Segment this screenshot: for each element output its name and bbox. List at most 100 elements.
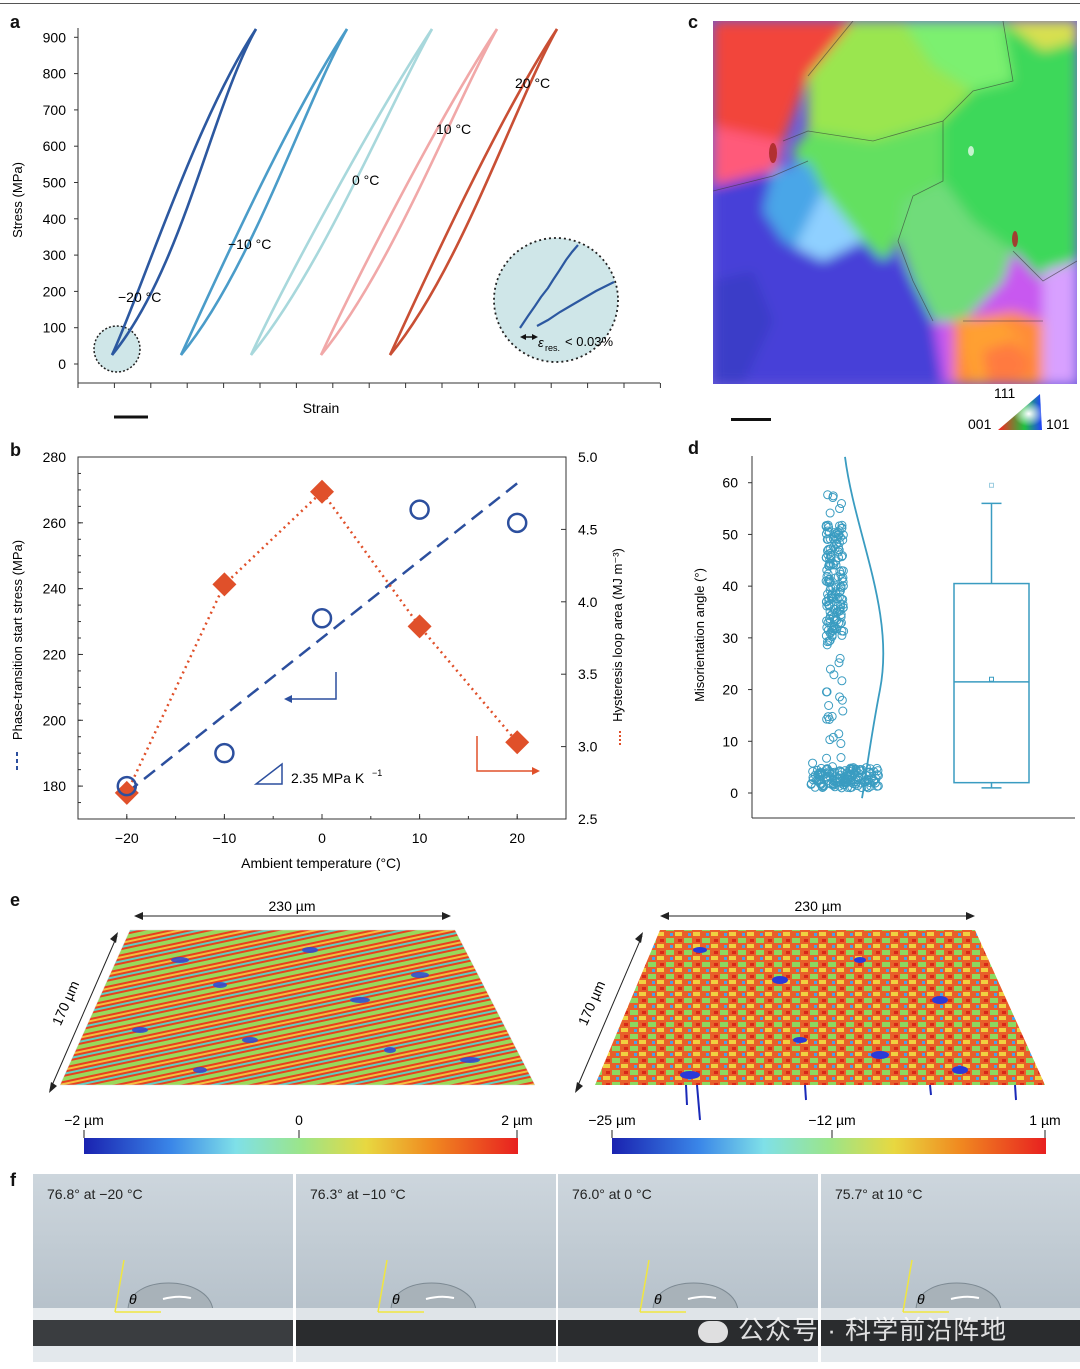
d-ytick-label: 30 (722, 630, 738, 646)
d-point (822, 764, 832, 774)
d-ylabel: Misorientation angle (°) (692, 568, 707, 702)
inset-label: < 0.03% (565, 334, 614, 349)
d-point (837, 520, 847, 530)
d-point (826, 593, 836, 603)
b-xtick-label: −20 (115, 830, 139, 846)
b-ytick-label: 220 (43, 646, 67, 662)
d-point (833, 572, 843, 582)
inset-eps-sub: res. (545, 343, 560, 353)
d-point (857, 783, 867, 793)
b-arrow-right (476, 736, 536, 772)
d-point (831, 556, 841, 566)
ipf-101: 101 (1046, 416, 1070, 432)
top-rule (0, 3, 1080, 4)
d-point (825, 766, 835, 776)
d-point (829, 779, 839, 789)
a-ytick-label: 100 (43, 320, 67, 336)
d-ytick-label: 50 (722, 526, 738, 542)
d-point (816, 763, 826, 773)
d-point (822, 753, 832, 763)
d-point (830, 767, 840, 777)
d-point (822, 687, 832, 697)
panel-a-stress-strain: Stress (MPa) 0 100 200 300 400 500 600 700 800 90… (10, 28, 661, 419)
theta-label: θ (392, 1291, 400, 1307)
curve-unloading-3 (319, 28, 499, 356)
contact-angle-photo-1: θ 76.3° at −10 °C (296, 1174, 556, 1362)
d-point (827, 622, 837, 632)
d-point (821, 520, 831, 530)
theta-label: θ (654, 1291, 662, 1307)
panel-letter-b: b (10, 440, 21, 460)
curve-loading-3 (319, 28, 499, 356)
a-ytick-label: 600 (43, 138, 67, 154)
wechat-icon (698, 1321, 728, 1344)
d-point (832, 615, 842, 625)
d-point (837, 695, 847, 705)
droplet-image: θ (296, 1174, 556, 1362)
d-point (841, 778, 851, 788)
curve-label-10: 10 °C (436, 121, 471, 137)
d-point (838, 530, 848, 540)
b-xtick-label: −10 (213, 830, 237, 846)
right-width-label: 230 µm (795, 898, 842, 914)
inset-eps: ε (538, 335, 544, 350)
d-point (828, 491, 838, 501)
d-point (822, 714, 832, 724)
b-xtick-label: 10 (412, 830, 428, 846)
d-point (825, 611, 835, 621)
photo-caption: 75.7° at 10 °C (835, 1186, 923, 1202)
b-ytick-label: 200 (43, 712, 67, 728)
d-point (835, 692, 845, 702)
b-y2tick-label: 5.0 (578, 449, 598, 465)
d-point (838, 706, 848, 716)
b-circle-point (409, 499, 430, 520)
b-slope-triangle (253, 762, 283, 785)
colorbar-left-mid: 0 (295, 1112, 303, 1128)
a-ytick-label: 0 (58, 356, 66, 372)
d-point (806, 779, 816, 789)
a-ytick-label: 700 (43, 102, 67, 118)
d-point (873, 771, 883, 781)
d-point (836, 753, 846, 763)
d-point (816, 778, 826, 788)
b-xtick-label: 0 (318, 830, 326, 846)
d-point (837, 626, 847, 636)
d-point (814, 769, 824, 779)
d-point (827, 711, 837, 721)
b-circle-point (311, 608, 333, 629)
b-slope-sup: −1 (372, 768, 382, 778)
photo-caption: 76.0° at 0 °C (572, 1186, 652, 1202)
panel-letter-a: a (10, 12, 21, 32)
curve-unloading-0 (110, 28, 258, 356)
a-ytick-label: 800 (43, 66, 67, 82)
d-point (862, 782, 872, 792)
panel-c-ipf-key: 111 001 101 (968, 385, 1070, 432)
d-point (824, 574, 834, 584)
d-point (825, 607, 835, 617)
a-ytick-label: 300 (43, 247, 67, 263)
d-point (825, 548, 835, 558)
right-depth-label: 170 µm (575, 978, 609, 1027)
panel-letter-f: f (10, 1170, 16, 1190)
panel-a-ylabel: Stress (MPa) (10, 162, 25, 238)
colorbar-right (612, 1138, 1046, 1154)
b-diamond-point (212, 572, 237, 597)
d-point (818, 782, 828, 792)
d-point (817, 781, 827, 791)
panel-a-inset: ε res. < 0.03% (493, 237, 619, 363)
d-box (953, 582, 1030, 784)
d-point (823, 712, 833, 722)
a-ytick-label: 200 (43, 283, 67, 299)
d-point (836, 499, 846, 509)
b-y2tick-label: 4.0 (578, 594, 598, 610)
d-point (808, 758, 818, 768)
curve-loading-0 (110, 28, 258, 356)
panel-d-chart: 010203040506070Misorientation angle (°) (692, 456, 1075, 819)
d-point (825, 664, 835, 674)
photo-caption: 76.8° at −20 °C (47, 1186, 143, 1202)
panel-e-surface-profiles: 230 µm 170 µm 230 µm 170 µm −2 µm 0 2 µm… (49, 898, 1061, 1154)
b-ytick-label: 260 (43, 515, 67, 531)
curve-unloading-4 (388, 28, 559, 356)
d-point (867, 773, 877, 783)
d-point (835, 504, 845, 514)
